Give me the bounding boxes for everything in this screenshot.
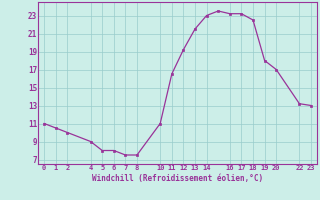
X-axis label: Windchill (Refroidissement éolien,°C): Windchill (Refroidissement éolien,°C): [92, 174, 263, 183]
